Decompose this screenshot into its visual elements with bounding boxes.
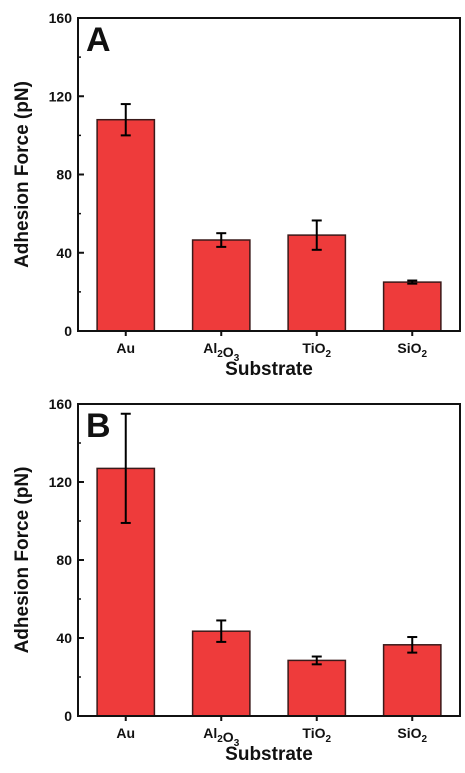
x-tick-label-al2o3: Al2O3 [203,340,239,364]
x-tick-label-au: Au [116,340,135,356]
x-tick-label-tio2: TiO2 [302,725,331,745]
y-tick-label: 80 [56,552,72,568]
x-axis-title: Substrate [225,744,313,765]
y-tick-label: 160 [49,10,73,26]
y-tick-label: 0 [64,323,72,339]
bar-sio2 [382,644,442,717]
y-tick-label: 40 [56,630,72,646]
bar-al2o3 [191,630,251,717]
error-bar-tio2 [311,219,322,251]
y-axis-title: Adhesion Force (pN) [12,81,33,268]
panel-letter: A [86,21,111,59]
y-tick-label: 160 [49,396,73,412]
error-bar-au [120,412,131,524]
error-bar-tio2 [311,655,322,666]
x-tick-label-au: Au [116,725,135,741]
y-tick-label: 120 [49,88,73,104]
bar-au [96,118,156,332]
y-tick-label: 120 [49,474,73,490]
bar-tio2 [287,659,347,717]
error-bar-sio2 [407,636,418,654]
panel-a-chart: 0 40 80 120 160 Au Al2O3 TiO2 SiO2 Substrate Adhes… [12,10,461,380]
error-bar-au [120,103,131,137]
panel-b-chart: 0 40 80 120 160 Au Al2O3 TiO2 SiO2 Substrate Adhes… [12,396,461,765]
x-tick-label-sio2: SiO2 [397,725,427,745]
x-tick-label-sio2: SiO2 [397,340,427,360]
error-bar-al2o3 [216,232,227,248]
x-tick-label-al2o3: Al2O3 [203,725,239,749]
y-tick-label: 40 [56,245,72,261]
y-tick-label: 0 [64,708,72,724]
x-axis-title: Substrate [225,359,313,380]
panel-letter: B [86,407,111,445]
bar-al2o3 [191,239,251,332]
y-tick-label: 80 [56,167,72,183]
error-bar-sio2 [407,279,418,285]
error-bar-al2o3 [216,619,227,643]
bar-sio2 [382,281,442,332]
x-tick-label-tio2: TiO2 [302,340,331,360]
y-axis-title: Adhesion Force (pN) [12,467,33,654]
